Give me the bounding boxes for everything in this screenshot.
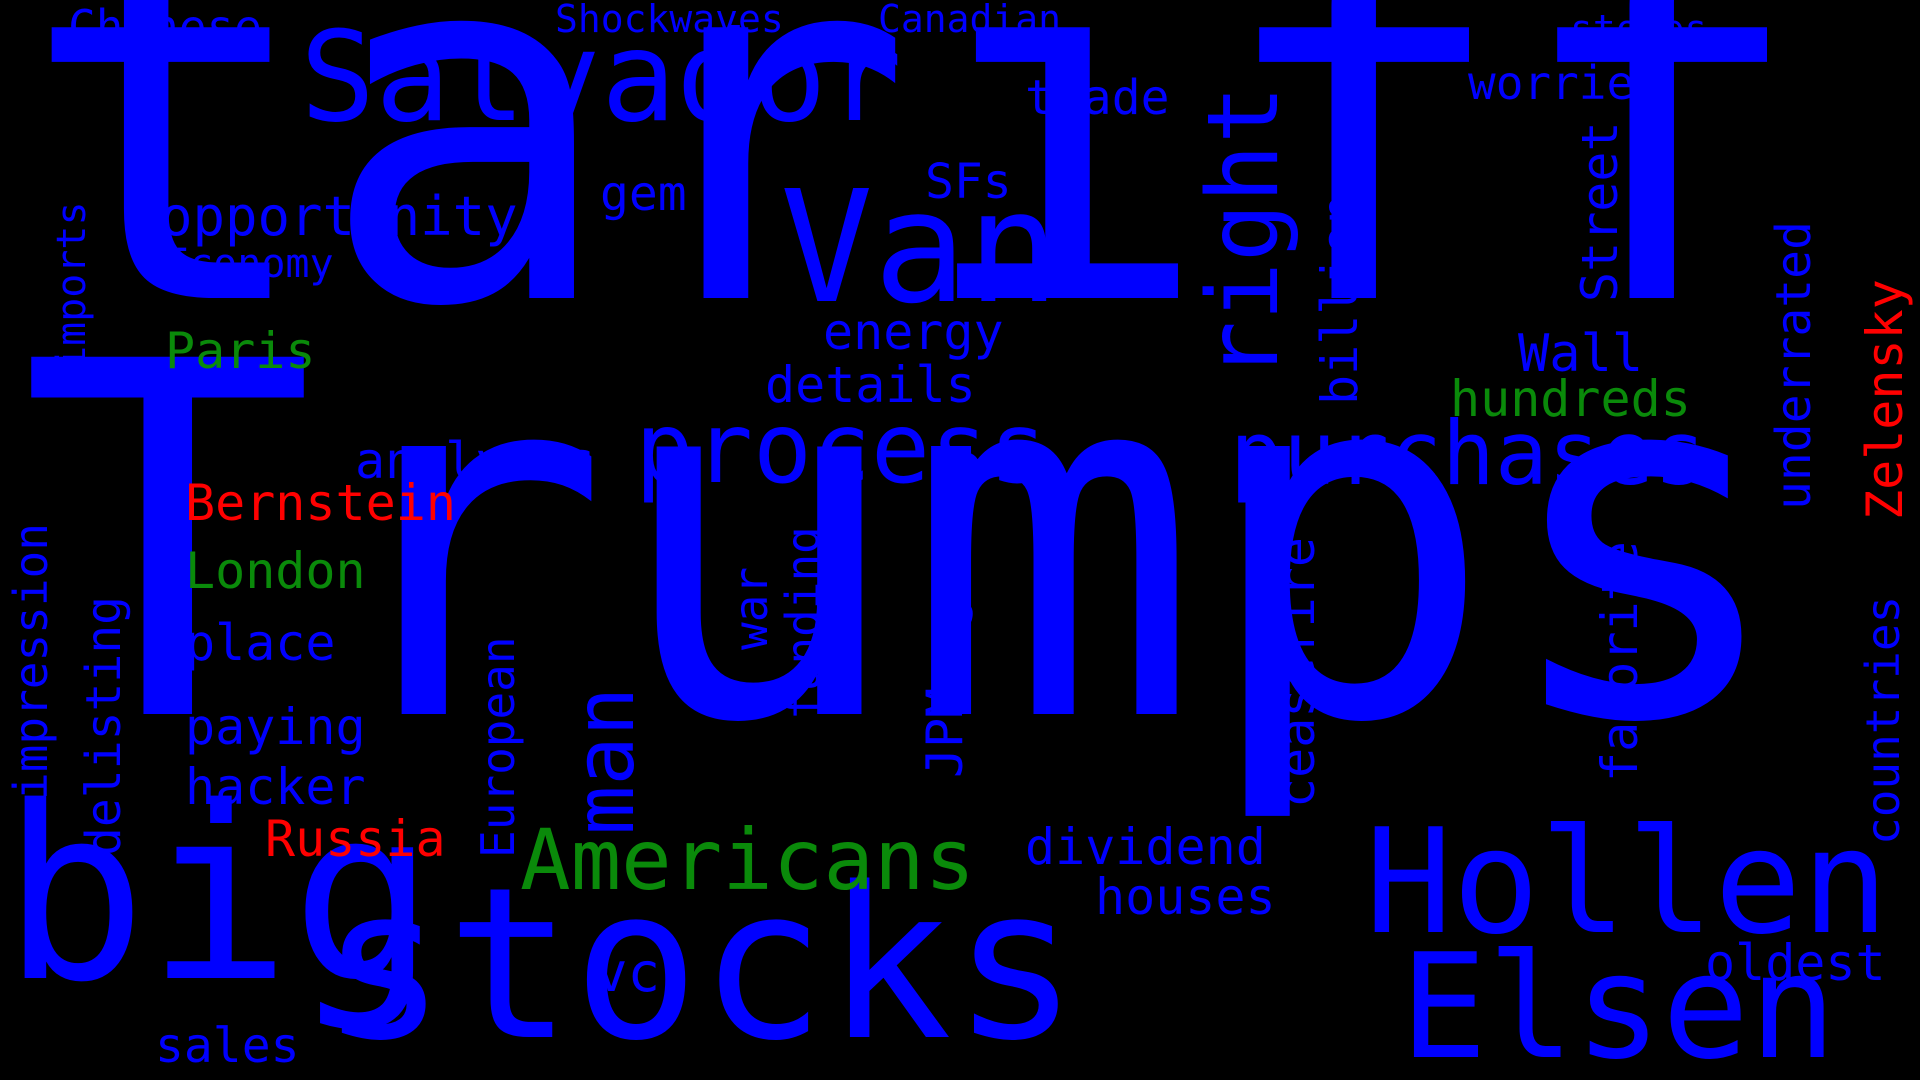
word-delisting: delisting [76,595,132,856]
word-big: big [2,755,436,1035]
word-salvador: Salvador [300,5,903,150]
word-houses: houses [1095,868,1276,926]
word-purchases: purchases [1230,402,1707,505]
word-sfs: SFs [925,154,1012,210]
word-zelensky: Zelensky [1856,279,1914,520]
word-economy: Economy [165,241,334,287]
word-bernstein: Bernstein [185,474,456,532]
word-hollen: Hollen [1365,798,1889,967]
word-process: process [635,392,1049,506]
word-oldest: oldest [1705,934,1886,992]
word-paying: paying [185,698,366,756]
word-analysts: analysts [355,432,596,490]
word-trade: trade [1025,70,1170,126]
word-wall: Wall [1518,324,1644,384]
word-underrated: underrated [1766,221,1822,510]
word-billion: billion [1311,194,1369,405]
word-right: right [1187,84,1301,380]
word-gem: gem [600,166,687,222]
word-favorite: favorite [1591,541,1649,782]
word-paris: Paris [165,322,316,380]
word-details: details [765,356,976,414]
word-russia: Russia [265,810,446,868]
word-elsen: Elsen [1400,923,1837,1080]
word-worries: worries [1468,56,1662,110]
word-funding: funding [776,526,830,720]
word-stores: stores [1570,7,1708,51]
word-vc: vc [595,941,661,1004]
word-jpmorgan: JPMorgan [916,537,974,778]
word-americans: Americans [520,811,976,909]
word-opportunity: opportunity [160,185,518,248]
word-hundreds: hundreds [1450,370,1691,428]
word-war: war [724,566,778,650]
word-dividend: dividend [1025,818,1266,876]
word-impression: impression [4,523,58,800]
word-stocks: stocks [320,842,1079,1080]
word-countries: countries [1856,595,1910,845]
word-canadian: Canadian [878,0,1062,41]
word-street: Street [1571,121,1629,302]
word-man: man [558,686,653,835]
word-trumps: Trumps [20,259,1791,830]
word-place: place [185,614,336,672]
word-tariff: tariff [20,0,1809,415]
word-shockwaves: Shockwaves [555,0,784,41]
word-london: London [185,542,366,600]
word-sales: sales [155,1018,300,1074]
word-chinese: Chinese [68,0,262,54]
word-imports: imports [49,201,95,370]
word-energy: energy [823,303,1004,361]
word-hacker: hacker [185,758,366,816]
word-van: Van [780,157,1060,338]
word-european: European [471,636,525,858]
word-ceasefire: ceasefire [1268,537,1326,808]
